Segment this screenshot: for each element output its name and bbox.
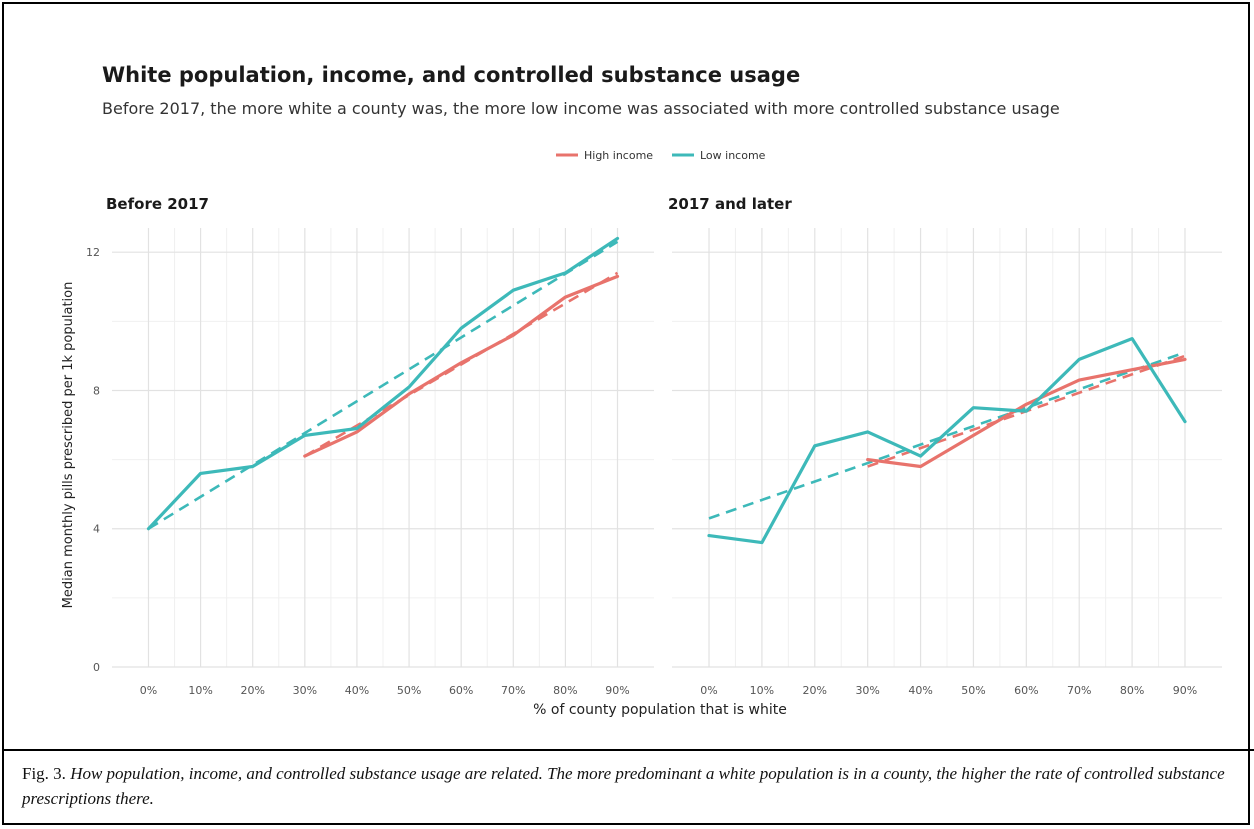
y-tick-label: 8: [93, 384, 100, 397]
panel-title-2017-and-later: 2017 and later: [668, 195, 792, 213]
x-tick-label: 10%: [750, 684, 774, 697]
caption-text: How population, income, and controlled s…: [22, 764, 1225, 808]
chart-subtitle: Before 2017, the more white a county was…: [102, 99, 1060, 118]
legend-label-high-income: High income: [584, 149, 653, 162]
x-tick-label: 60%: [449, 684, 473, 697]
legend-label-low-income: Low income: [700, 149, 766, 162]
x-axis: 0% 10% 20% 30% 40% 50% 60% 70% 80% 90% 0% 10% 20% 30%…: [140, 684, 1197, 697]
panel-before-2017: [112, 228, 654, 668]
y-tick-label: 4: [93, 523, 100, 536]
series-line-low-income: [146, 236, 620, 531]
y-tick-label: 12: [86, 246, 100, 259]
x-tick-label: 0%: [700, 684, 717, 697]
chart-title: White population, income, and controlled…: [102, 63, 800, 87]
y-axis-label: Median monthly pills prescribed per 1k p…: [61, 282, 76, 609]
series-line-high-income: [866, 357, 1187, 469]
x-tick-label: 70%: [501, 684, 525, 697]
series-line-low-income: [707, 337, 1187, 545]
x-tick-label: 20%: [240, 684, 264, 697]
figure-area: White population, income, and controlled…: [4, 4, 1254, 751]
series-line-high-income: [303, 274, 620, 458]
trend-line-low-income: [708, 351, 1186, 520]
panel-2017-and-later: [672, 228, 1222, 668]
x-tick-label: 50%: [961, 684, 985, 697]
figure-caption: Fig. 3. How population, income, and cont…: [22, 761, 1232, 811]
x-tick-label: 10%: [188, 684, 212, 697]
x-tick-label: 80%: [553, 684, 577, 697]
x-tick-label: 40%: [908, 684, 932, 697]
x-tick-label: 60%: [1014, 684, 1038, 697]
x-tick-label: 20%: [803, 684, 827, 697]
x-tick-label: 30%: [293, 684, 317, 697]
panel-title-before-2017: Before 2017: [106, 195, 209, 213]
y-tick-label: 0: [93, 661, 100, 674]
x-tick-label: 30%: [855, 684, 879, 697]
trend-line-low-income: [147, 240, 619, 530]
x-tick-label: 80%: [1120, 684, 1144, 697]
x-tick-label: 90%: [1173, 684, 1197, 697]
x-tick-label: 40%: [345, 684, 369, 697]
chart: White population, income, and controlled…: [61, 63, 1222, 718]
x-axis-label: % of county population that is white: [533, 702, 787, 718]
caption-label: Fig. 3.: [22, 764, 66, 783]
legend: High income Low income: [556, 149, 766, 162]
x-tick-label: 0%: [140, 684, 157, 697]
x-tick-label: 70%: [1067, 684, 1091, 697]
y-axis: 0 4 8 12: [86, 246, 100, 674]
x-tick-label: 50%: [397, 684, 421, 697]
x-tick-label: 90%: [605, 684, 629, 697]
